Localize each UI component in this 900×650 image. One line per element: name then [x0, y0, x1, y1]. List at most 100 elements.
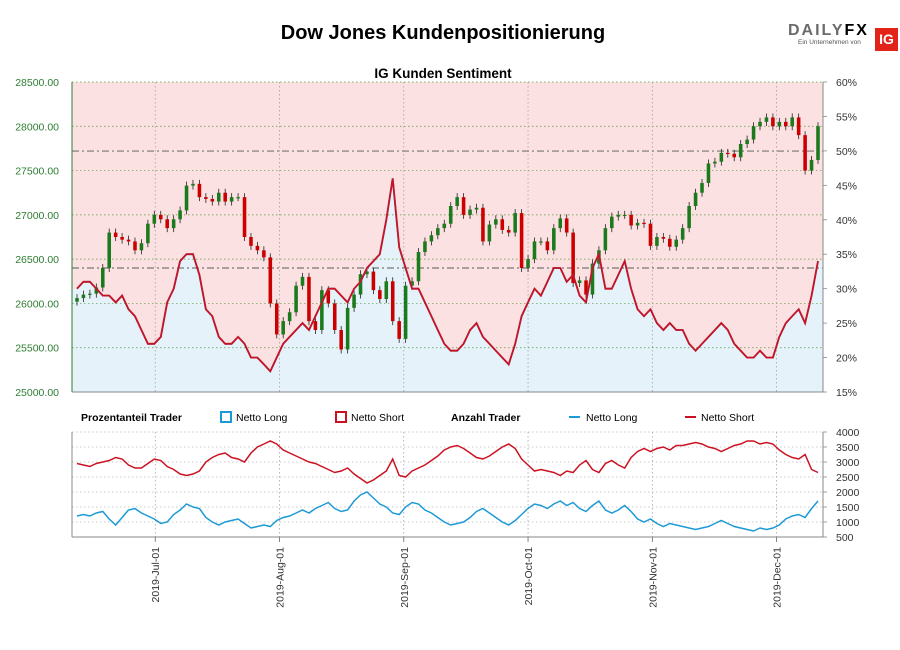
price-panel: IG Kunden Sentiment 25000.00 25500.00 26000…	[15, 66, 857, 399]
candle-body	[539, 241, 543, 243]
x-tick-label: 2019-Jul-01	[150, 547, 162, 603]
candle-body	[803, 135, 807, 171]
candle-body	[133, 241, 137, 251]
candle-body	[423, 241, 427, 253]
candle-body	[262, 250, 266, 258]
logo-wordmark: DAILYFX	[788, 22, 869, 39]
candle-body	[506, 229, 511, 233]
legend-group2-short: Netto Short	[701, 412, 754, 424]
y2-tick-label: 35%	[836, 249, 857, 261]
candle-body	[655, 237, 659, 246]
candle-body	[442, 223, 447, 229]
candle-body	[745, 139, 749, 144]
bottom-y-tick-label: 4000	[836, 427, 860, 439]
y2-tick-label: 15%	[836, 387, 857, 399]
candle-body	[416, 252, 421, 282]
ig-badge: IG	[875, 28, 898, 51]
candle-body	[197, 183, 202, 198]
candle-body	[113, 232, 118, 237]
x-tick-label: 2019-Aug-01	[275, 547, 287, 608]
y2-tick-label: 30%	[836, 284, 857, 296]
candle-body	[300, 276, 305, 286]
candle-body	[564, 218, 569, 233]
candle-body	[210, 198, 215, 202]
candle-body	[519, 213, 524, 268]
bottom-y-tick-label: 3000	[836, 457, 860, 469]
candle-body	[790, 117, 795, 127]
candle-body	[88, 293, 92, 295]
candle-body	[158, 214, 163, 220]
candle-body	[610, 216, 614, 229]
candle-body	[326, 290, 331, 304]
candle-body	[468, 209, 472, 215]
candle-body	[571, 232, 575, 284]
candle-body	[738, 144, 743, 158]
candle-body	[139, 243, 144, 251]
candle-body	[339, 330, 343, 350]
candle-body	[294, 285, 298, 313]
legend-group1-long: Netto Long	[236, 412, 288, 424]
candle-body	[642, 222, 646, 225]
candle-body	[100, 268, 105, 288]
x-tick-label: 2019-Nov-01	[647, 547, 659, 608]
candle-body	[358, 274, 363, 295]
candle-body	[236, 197, 240, 199]
y2-tick-label: 50%	[836, 146, 857, 158]
candle-body	[371, 271, 376, 291]
candle-body	[436, 228, 440, 236]
candle-body	[758, 121, 762, 127]
y-tick-label: 27000.00	[15, 210, 59, 222]
candle-body	[584, 280, 588, 295]
bottom-y-tick-label: 1500	[836, 502, 860, 514]
candle-body	[461, 197, 466, 215]
candle-body	[397, 321, 401, 339]
legend: Prozentanteil Trader Netto Long Netto Shor…	[81, 411, 754, 424]
panel-subtitle: IG Kunden Sentiment	[374, 66, 512, 81]
trader-count-panel: 500 1000 1500 2000 2500 3000 3500 4000 2019-Jul-…	[71, 427, 860, 608]
candle-body	[429, 235, 434, 242]
x-tick-label: 2019-Oct-01	[523, 547, 535, 606]
candle-body	[365, 271, 369, 275]
y2-tick-label: 20%	[836, 353, 857, 365]
candle-body	[146, 223, 150, 244]
candle-body	[307, 276, 311, 322]
legend-group2-long: Netto Long	[586, 412, 638, 424]
count-short-line	[76, 440, 819, 484]
bottom-y-tick-label: 2500	[836, 472, 860, 484]
candle-body	[680, 228, 685, 240]
candle-body	[410, 281, 414, 286]
legend-group2-title: Anzahl Trader	[451, 412, 520, 424]
candle-body	[777, 121, 782, 127]
dailyfx-logo: DAILYFX Ein Unternehmen von IG	[784, 22, 900, 52]
y2-tick-label: 55%	[836, 111, 857, 123]
candle-body	[487, 224, 492, 242]
candle-body	[75, 298, 79, 302]
candle-body	[268, 257, 273, 304]
y2-tick-label: 60%	[836, 77, 857, 89]
candle-body	[674, 239, 679, 247]
x-tick-label: 2019-Dec-01	[772, 547, 784, 608]
candle-body	[184, 185, 189, 211]
bottom-y-tick-label: 1000	[836, 517, 860, 529]
candle-body	[126, 239, 131, 242]
legend-group1-title: Prozentanteil Trader	[81, 412, 182, 424]
bottom-y-tick-label: 2000	[836, 487, 860, 499]
candle-body	[629, 214, 633, 226]
y-tick-label: 25500.00	[15, 343, 59, 355]
candle-body	[165, 219, 169, 229]
candle-body	[345, 307, 350, 350]
candle-body	[732, 153, 737, 158]
candle-body	[249, 237, 253, 246]
x-tick-label: 2019-Sep-01	[399, 547, 411, 608]
candle-body	[390, 281, 395, 322]
candle-body	[726, 152, 730, 155]
short-percent-line	[76, 178, 819, 373]
candle-body	[455, 197, 459, 206]
candle-body	[281, 321, 285, 335]
count-long-line	[76, 491, 819, 532]
candle-body	[784, 121, 788, 127]
y2-tick-label: 40%	[836, 215, 857, 227]
candle-body	[526, 259, 530, 268]
candle-body	[809, 159, 814, 171]
chart-title: Dow Jones Kundenpositionierung	[280, 22, 606, 44]
